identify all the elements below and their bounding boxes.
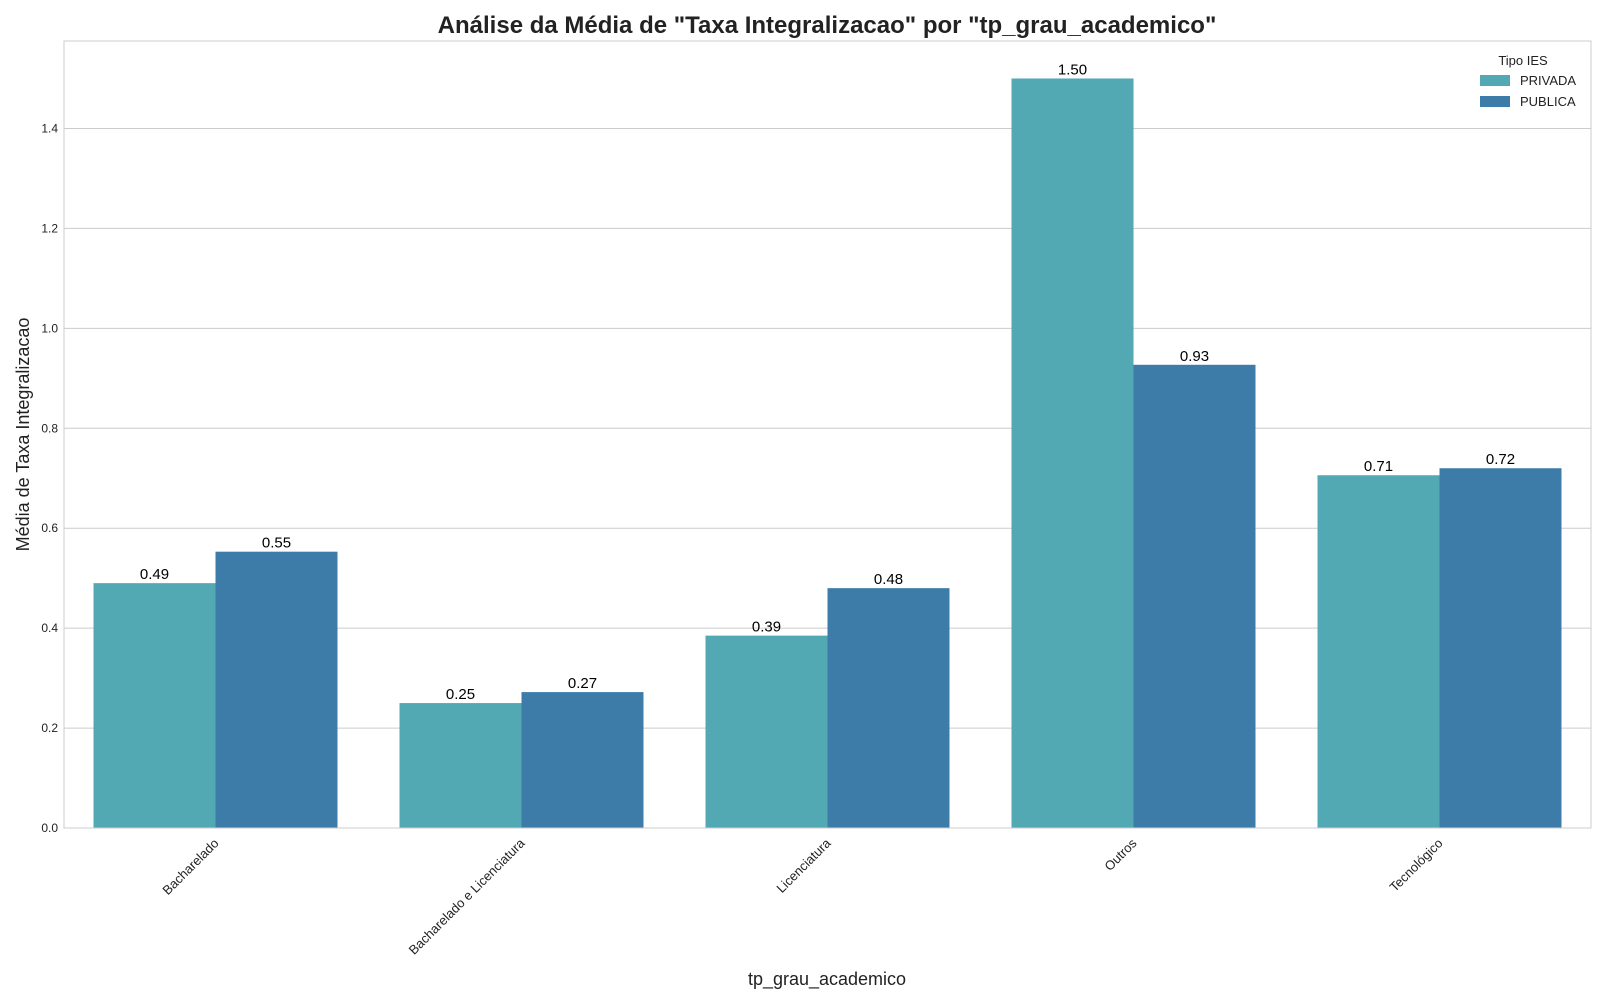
- x-tick-label: Tecnológico: [1386, 836, 1445, 895]
- y-tick-label: 1.4: [41, 121, 58, 135]
- bar-value-label: 0.49: [140, 566, 169, 583]
- bar-publica: [215, 551, 338, 828]
- bar-publica: [1439, 468, 1562, 828]
- x-tick-label: Licenciatura: [773, 835, 834, 896]
- bar-privada: [1011, 78, 1134, 828]
- x-tick-label: Outros: [1101, 835, 1140, 874]
- bar-value-label: 0.27: [568, 675, 597, 692]
- y-tick-label: 0.6: [41, 521, 58, 535]
- x-axis-label: tp_grau_academico: [748, 969, 906, 990]
- bars: [93, 78, 1562, 828]
- bar-publica: [521, 692, 644, 828]
- bar-privada: [1317, 475, 1440, 828]
- y-tick-label: 0.4: [41, 621, 58, 635]
- bar-privada: [399, 703, 522, 828]
- bar-privada: [705, 635, 828, 828]
- bar-value-label: 0.93: [1180, 348, 1209, 365]
- y-axis-ticks: 0.0 0.2 0.4 0.6 0.8 1.0 1.2 1.4: [41, 121, 58, 835]
- bar-value-label: 1.50: [1058, 61, 1087, 78]
- y-tick-label: 0.8: [41, 421, 58, 435]
- bar-publica: [1133, 364, 1256, 828]
- bar-publica: [827, 588, 950, 828]
- bar-value-label: 0.39: [752, 619, 781, 636]
- legend-label-privada: PRIVADA: [1520, 73, 1576, 88]
- x-tick-label: Bacharelado e Licenciatura: [406, 835, 529, 958]
- bar-value-label: 0.72: [1486, 451, 1515, 468]
- legend-swatch-privada: [1480, 75, 1510, 86]
- bar-value-label: 0.71: [1364, 458, 1393, 475]
- legend-swatch-publica: [1480, 96, 1510, 107]
- plot-frame: [63, 40, 1592, 829]
- legend-items: PRIVADA PUBLICA: [1480, 73, 1576, 109]
- bar-value-label: 0.25: [446, 686, 475, 703]
- y-axis-label: Média de Taxa Integralizacao: [13, 318, 33, 552]
- bar-labels: 0.49 0.55 0.25 0.27 0.39 0.48 1.50 0.93 0.71 0.72: [140, 61, 1515, 703]
- x-axis-ticks: Bacharelado Bacharelado e Licenciatura Lic…: [159, 835, 1445, 958]
- legend: Tipo IES PRIVADA PUBLICA: [1480, 53, 1576, 109]
- bar-value-label: 0.48: [874, 571, 903, 588]
- chart-title: Análise da Média de "Taxa Integralizacao…: [438, 12, 1217, 39]
- bar-value-label: 0.55: [262, 535, 291, 552]
- bar-privada: [93, 583, 216, 828]
- y-tick-label: 0.0: [41, 821, 58, 835]
- legend-label-publica: PUBLICA: [1520, 94, 1576, 109]
- y-tick-label: 1.2: [41, 221, 58, 235]
- x-tick-label: Bacharelado: [159, 836, 221, 898]
- y-tick-label: 1.0: [41, 321, 58, 335]
- y-tick-label: 0.2: [41, 721, 58, 735]
- legend-title: Tipo IES: [1498, 53, 1548, 68]
